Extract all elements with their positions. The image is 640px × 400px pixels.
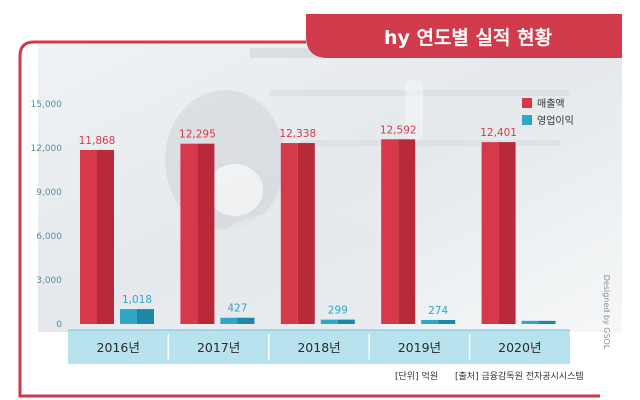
page-title: hy 연도별 실적 현황 <box>384 26 553 49</box>
legend-label-revenue: 매출액 <box>537 98 565 110</box>
bar-operating-profit-shade <box>237 317 255 324</box>
bar-revenue <box>481 142 499 324</box>
y-tick-label: 9,000 <box>36 188 62 198</box>
source-note: [출처] 금융감독원 전자공시시스템 <box>455 370 584 382</box>
y-tick-label: 3,000 <box>36 276 62 286</box>
data-label-operating-profit: 427 <box>227 303 247 315</box>
footnote: [단위] 억원 [출처] 금융감독원 전자공시시스템 <box>395 370 584 382</box>
bar-revenue-shade <box>197 143 215 324</box>
legend-swatch-operating-profit <box>522 115 532 125</box>
bar-revenue <box>180 143 198 324</box>
data-label-revenue: 11,868 <box>79 135 116 147</box>
bar-revenue-shade <box>398 139 416 324</box>
background-photo <box>38 42 622 350</box>
bar-revenue-shade <box>97 149 114 324</box>
bars-group <box>80 139 556 324</box>
title-banner: hy 연도별 실적 현황 <box>306 14 622 58</box>
y-axis: 0 3,000 6,000 9,000 12,000 15,000 <box>31 100 63 330</box>
legend-label-operating-profit: 영업이익 <box>537 114 574 127</box>
bar-operating-profit-shade <box>337 319 355 324</box>
bar-operating-profit <box>521 320 539 324</box>
data-label-operating-profit: 299 <box>328 305 348 317</box>
y-tick-label: 12,000 <box>31 144 63 154</box>
data-label-revenue: 12,295 <box>179 129 216 141</box>
red-frame <box>18 40 600 398</box>
bar-operating-profit-shade <box>438 319 456 324</box>
y-tick-label: 15,000 <box>31 100 63 110</box>
y-tick-label: 0 <box>56 320 62 330</box>
bar-revenue-shade <box>498 142 516 324</box>
bar-revenue <box>280 143 298 324</box>
bar-operating-profit-shade <box>137 309 154 324</box>
legend-swatch-revenue <box>522 98 532 108</box>
bar-operating-profit-shade <box>538 320 556 324</box>
bar-revenue <box>381 139 399 324</box>
x-tick-label: 2016년 <box>97 340 140 355</box>
unit-note: [단위] 억원 <box>395 370 438 382</box>
bar-operating-profit <box>120 309 137 324</box>
x-tick-label: 2017년 <box>197 340 240 355</box>
x-axis-band <box>68 329 570 364</box>
legend: 매출액 영업이익 <box>522 98 574 127</box>
x-tick-label: 2019년 <box>398 340 441 355</box>
data-label-revenue: 12,401 <box>480 127 517 139</box>
x-axis-labels: 2016년 2017년 2018년 2019년 2020년 <box>97 334 541 360</box>
y-tick-label: 6,000 <box>36 232 62 242</box>
designer-credit: Designed by GSOL <box>602 275 611 350</box>
data-label-operating-profit: 274 <box>428 305 448 317</box>
x-tick-label: 2020년 <box>498 340 541 355</box>
data-label-operating-profit: 1,018 <box>122 294 152 306</box>
data-label-revenue: 12,338 <box>279 128 316 140</box>
data-labels-group: 11,868 1,018 12,295 427 12,338 299 12,592 274 12… <box>79 124 517 317</box>
x-tick-label: 2018년 <box>297 340 340 355</box>
bar-revenue-shade <box>297 143 315 324</box>
bar-operating-profit <box>320 319 338 324</box>
x-axis-band-background <box>68 330 570 364</box>
bar-operating-profit <box>220 317 238 324</box>
bar-revenue <box>80 149 97 324</box>
bar-operating-profit <box>421 319 439 324</box>
data-label-revenue: 12,592 <box>380 124 417 136</box>
